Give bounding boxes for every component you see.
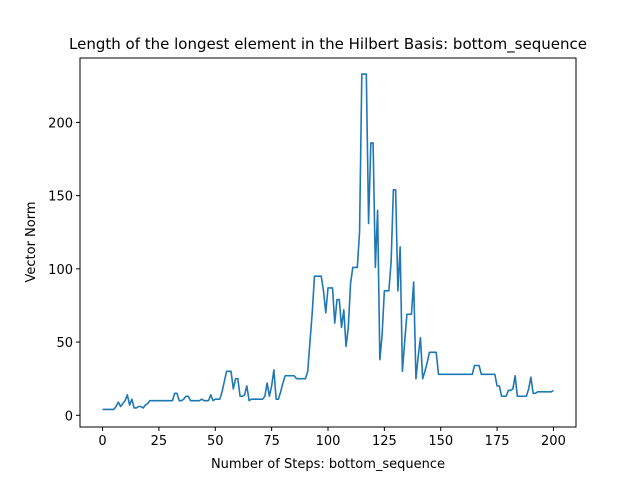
x-tick-label: 125 bbox=[372, 434, 397, 449]
x-axis-ticks: 0 25 50 75 100 125 150 175 200 bbox=[98, 427, 566, 449]
plot-area bbox=[102, 73, 554, 411]
y-tick-label: 200 bbox=[48, 116, 73, 131]
y-tick-label: 50 bbox=[56, 336, 73, 351]
x-tick-label: 25 bbox=[151, 434, 168, 449]
x-tick-label: 175 bbox=[485, 434, 510, 449]
x-tick-label: 0 bbox=[98, 434, 106, 449]
y-axis-label: Vector Norm bbox=[24, 201, 39, 282]
x-tick-label: 100 bbox=[316, 434, 341, 449]
y-tick-label: 150 bbox=[48, 190, 73, 205]
y-tick-label: 0 bbox=[65, 409, 73, 424]
x-tick-label: 50 bbox=[207, 434, 224, 449]
x-tick-label: 150 bbox=[428, 434, 453, 449]
chart-title: Length of the longest element in the Hil… bbox=[69, 35, 587, 54]
x-tick-label: 75 bbox=[263, 434, 280, 449]
x-tick-label: 200 bbox=[541, 434, 566, 449]
series-line-0 bbox=[102, 73, 554, 411]
y-tick-label: 100 bbox=[48, 263, 73, 278]
x-axis-label: Number of Steps: bottom_sequence bbox=[211, 457, 445, 472]
y-axis-ticks: 0 50 100 150 200 bbox=[48, 116, 80, 424]
